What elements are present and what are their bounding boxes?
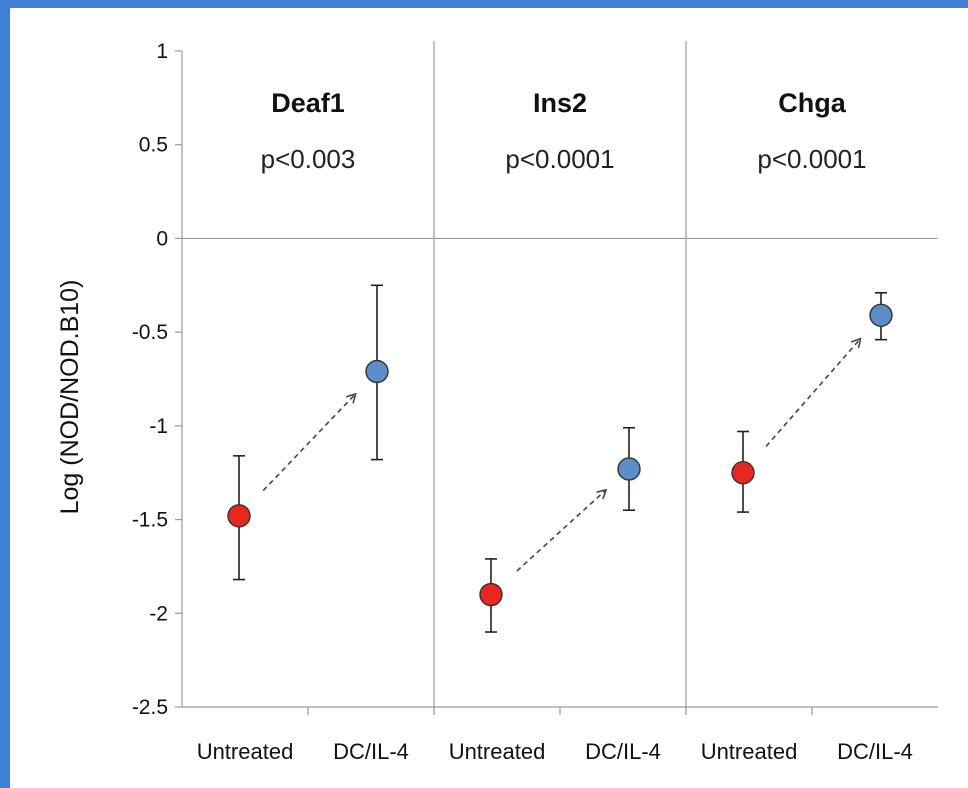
x-category-label: Untreated xyxy=(197,739,294,764)
untreated-point xyxy=(227,504,251,528)
scatter-chart: 1 0.5 0 -0.5 -1 -1.5 -2 -2.5 Untreated DC/IL-4 Unt… xyxy=(56,40,938,764)
untreated-point xyxy=(731,461,755,485)
x-category-label: Untreated xyxy=(701,739,798,764)
trend-arrow xyxy=(262,395,355,492)
panel-p-value: p<0.003 xyxy=(261,144,356,174)
panel-p-value: p<0.0001 xyxy=(757,144,866,174)
y-tick-label: -2.5 xyxy=(132,696,168,719)
y-tick-label: -0.5 xyxy=(132,321,168,344)
chart-frame: 1 0.5 0 -0.5 -1 -1.5 -2 -2.5 Untreated DC/IL-4 Unt… xyxy=(10,8,968,788)
trend-arrow xyxy=(516,491,605,572)
y-tick-label: -1.5 xyxy=(132,509,168,532)
x-category-label: DC/IL-4 xyxy=(585,739,661,764)
y-tick-label: -1 xyxy=(149,415,168,438)
y-tick-label: 0 xyxy=(156,227,168,250)
panel-gene-title: Ins2 xyxy=(533,88,587,118)
dcil4-point xyxy=(365,359,389,384)
dcil4-point xyxy=(869,303,893,327)
panel-gene-title: Chga xyxy=(778,88,846,118)
y-tick-label: 1 xyxy=(156,40,168,63)
x-category-label: DC/IL-4 xyxy=(837,739,913,764)
y-axis-label: Log (NOD/NOD.B10) xyxy=(56,280,84,515)
panel-gene-title: Deaf1 xyxy=(271,88,345,118)
trend-arrow xyxy=(765,339,860,447)
x-category-label: Untreated xyxy=(449,739,546,764)
x-category-label: DC/IL-4 xyxy=(333,739,409,764)
untreated-point xyxy=(479,582,503,607)
y-tick-label: -2 xyxy=(149,602,168,625)
dcil4-point xyxy=(617,457,641,481)
y-tick-label: 0.5 xyxy=(139,134,168,157)
panel-p-value: p<0.0001 xyxy=(505,144,614,174)
